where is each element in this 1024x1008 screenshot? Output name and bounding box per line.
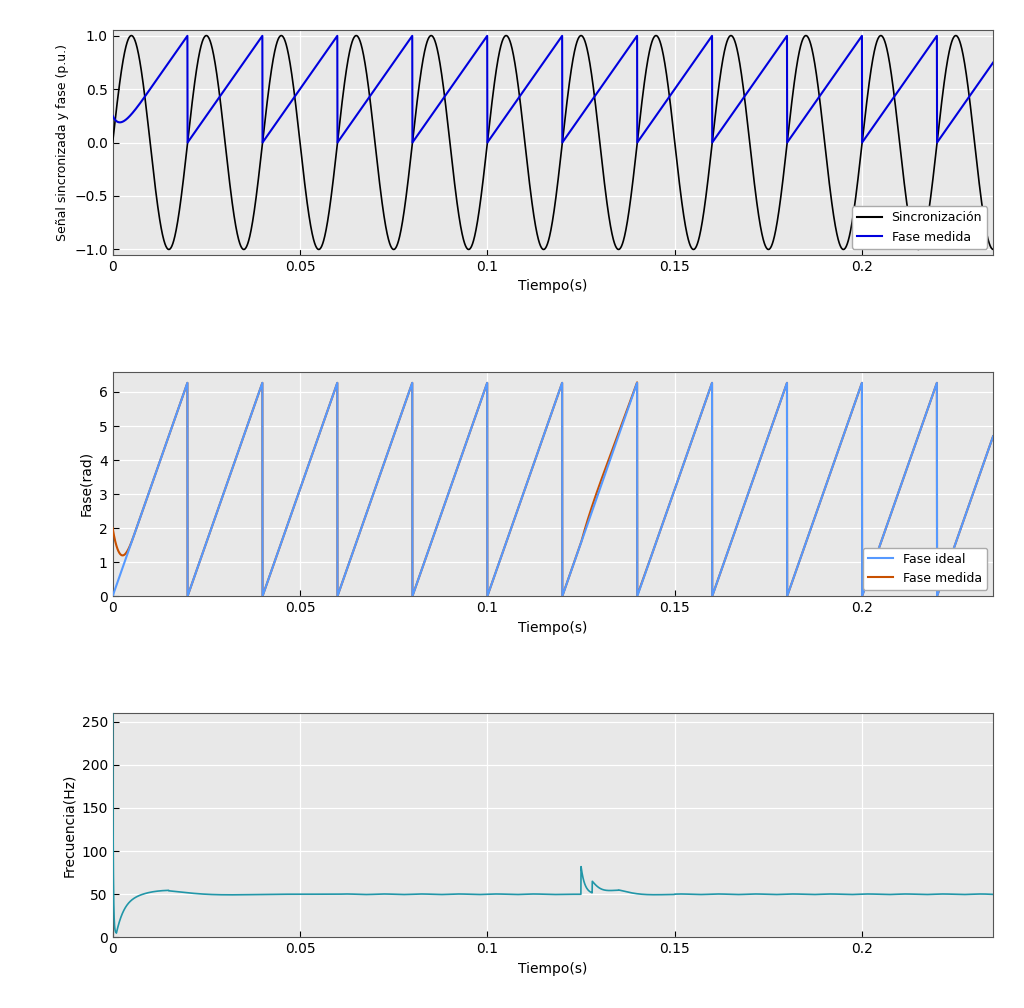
Legend: Fase ideal, Fase medida: Fase ideal, Fase medida bbox=[863, 547, 987, 590]
Y-axis label: Fase(rad): Fase(rad) bbox=[79, 452, 93, 516]
Y-axis label: Frecuencia(Hz): Frecuencia(Hz) bbox=[61, 773, 76, 877]
X-axis label: Tiempo(s): Tiempo(s) bbox=[518, 962, 588, 976]
X-axis label: Tiempo(s): Tiempo(s) bbox=[518, 279, 588, 293]
Y-axis label: Señal sincronizada y fase (p.u.): Señal sincronizada y fase (p.u.) bbox=[55, 44, 69, 241]
Legend: Sincronización, Fase medida: Sincronización, Fase medida bbox=[852, 207, 987, 249]
X-axis label: Tiempo(s): Tiempo(s) bbox=[518, 621, 588, 634]
